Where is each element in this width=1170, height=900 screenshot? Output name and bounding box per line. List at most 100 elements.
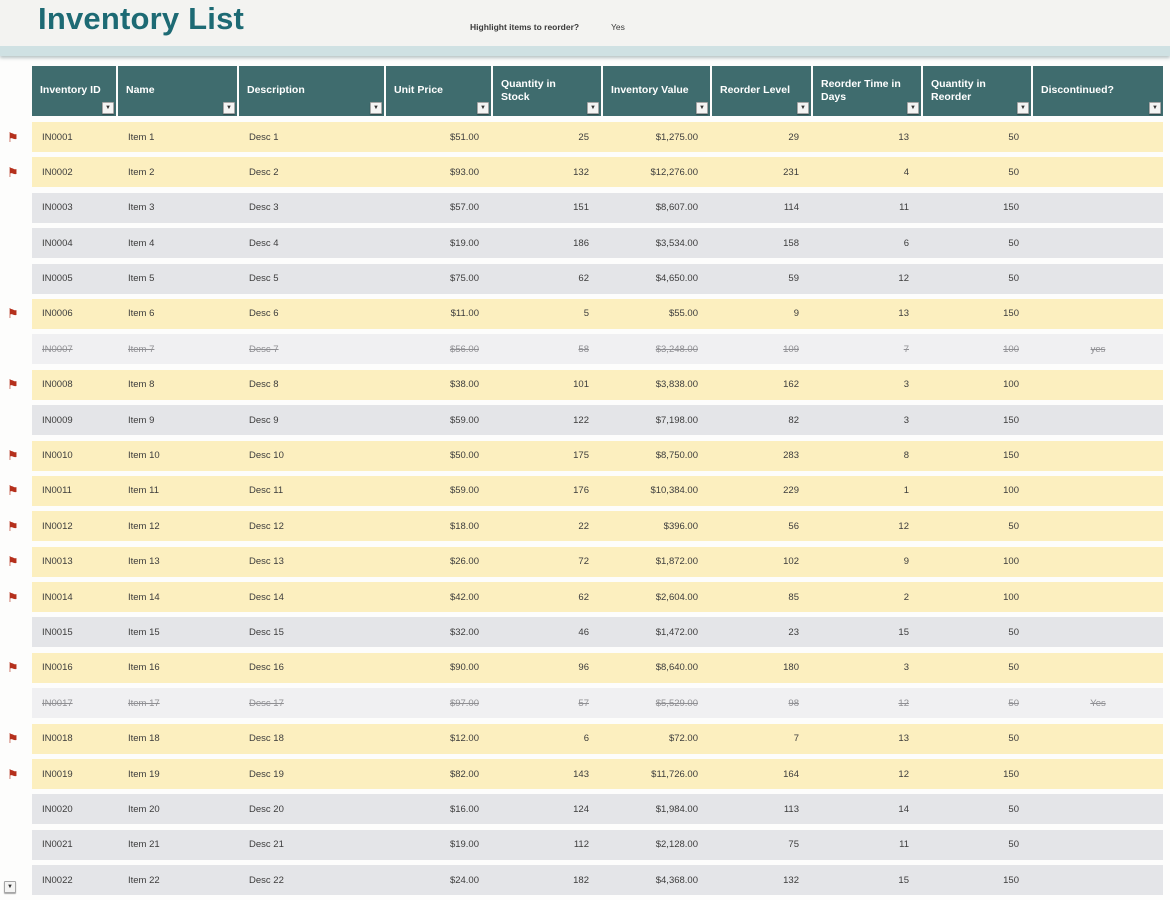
cell-name[interactable]: Item 11	[118, 485, 237, 496]
cell-price[interactable]: $42.00	[386, 592, 491, 603]
cell-desc[interactable]: Desc 5	[239, 273, 384, 284]
cell-reorder_qty[interactable]: 150	[923, 308, 1031, 319]
cell-name[interactable]: Item 21	[118, 839, 237, 850]
flag-column-filter-button[interactable]: ▼	[4, 881, 16, 893]
cell-value[interactable]: $1,275.00	[603, 132, 710, 143]
cell-value[interactable]: $2,128.00	[603, 839, 710, 850]
cell-price[interactable]: $90.00	[386, 662, 491, 673]
cell-level[interactable]: 283	[712, 450, 811, 461]
cell-price[interactable]: $75.00	[386, 273, 491, 284]
cell-time[interactable]: 15	[813, 627, 921, 638]
cell-time[interactable]: 9	[813, 556, 921, 567]
filter-button[interactable]: ▼	[797, 102, 809, 114]
cell-desc[interactable]: Desc 15	[239, 627, 384, 638]
cell-name[interactable]: Item 20	[118, 804, 237, 815]
cell-qty[interactable]: 122	[493, 415, 601, 426]
cell-qty[interactable]: 186	[493, 238, 601, 249]
cell-name[interactable]: Item 1	[118, 132, 237, 143]
cell-level[interactable]: 59	[712, 273, 811, 284]
cell-id[interactable]: IN0019	[32, 769, 116, 780]
cell-name[interactable]: Item 4	[118, 238, 237, 249]
cell-reorder_qty[interactable]: 50	[923, 698, 1031, 709]
cell-name[interactable]: Item 13	[118, 556, 237, 567]
cell-reorder_qty[interactable]: 150	[923, 875, 1031, 886]
cell-reorder_qty[interactable]: 50	[923, 167, 1031, 178]
cell-time[interactable]: 14	[813, 804, 921, 815]
cell-value[interactable]: $11,726.00	[603, 769, 710, 780]
cell-reorder_qty[interactable]: 100	[923, 556, 1031, 567]
cell-price[interactable]: $97.00	[386, 698, 491, 709]
cell-desc[interactable]: Desc 4	[239, 238, 384, 249]
cell-name[interactable]: Item 16	[118, 662, 237, 673]
cell-time[interactable]: 1	[813, 485, 921, 496]
cell-price[interactable]: $24.00	[386, 875, 491, 886]
cell-level[interactable]: 85	[712, 592, 811, 603]
filter-button[interactable]: ▼	[696, 102, 708, 114]
cell-name[interactable]: Item 19	[118, 769, 237, 780]
cell-id[interactable]: IN0010	[32, 450, 116, 461]
cell-price[interactable]: $50.00	[386, 450, 491, 461]
cell-reorder_qty[interactable]: 50	[923, 662, 1031, 673]
filter-button[interactable]: ▼	[907, 102, 919, 114]
cell-id[interactable]: IN0005	[32, 273, 116, 284]
cell-price[interactable]: $57.00	[386, 202, 491, 213]
cell-level[interactable]: 7	[712, 733, 811, 744]
cell-time[interactable]: 13	[813, 308, 921, 319]
cell-name[interactable]: Item 7	[118, 344, 237, 355]
cell-price[interactable]: $59.00	[386, 485, 491, 496]
cell-time[interactable]: 12	[813, 273, 921, 284]
cell-desc[interactable]: Desc 9	[239, 415, 384, 426]
filter-button[interactable]: ▼	[370, 102, 382, 114]
cell-price[interactable]: $93.00	[386, 167, 491, 178]
cell-price[interactable]: $26.00	[386, 556, 491, 567]
cell-name[interactable]: Item 9	[118, 415, 237, 426]
cell-qty[interactable]: 72	[493, 556, 601, 567]
cell-id[interactable]: IN0015	[32, 627, 116, 638]
cell-qty[interactable]: 143	[493, 769, 601, 780]
cell-qty[interactable]: 5	[493, 308, 601, 319]
cell-id[interactable]: IN0001	[32, 132, 116, 143]
cell-time[interactable]: 12	[813, 698, 921, 709]
cell-level[interactable]: 164	[712, 769, 811, 780]
cell-reorder_qty[interactable]: 50	[923, 273, 1031, 284]
cell-value[interactable]: $7,198.00	[603, 415, 710, 426]
cell-time[interactable]: 3	[813, 662, 921, 673]
cell-value[interactable]: $3,838.00	[603, 379, 710, 390]
cell-price[interactable]: $18.00	[386, 521, 491, 532]
cell-level[interactable]: 9	[712, 308, 811, 319]
cell-name[interactable]: Item 22	[118, 875, 237, 886]
cell-desc[interactable]: Desc 18	[239, 733, 384, 744]
cell-time[interactable]: 15	[813, 875, 921, 886]
cell-reorder_qty[interactable]: 100	[923, 344, 1031, 355]
cell-reorder_qty[interactable]: 150	[923, 769, 1031, 780]
cell-name[interactable]: Item 17	[118, 698, 237, 709]
cell-id[interactable]: IN0017	[32, 698, 116, 709]
cell-reorder_qty[interactable]: 50	[923, 238, 1031, 249]
cell-name[interactable]: Item 6	[118, 308, 237, 319]
cell-reorder_qty[interactable]: 50	[923, 521, 1031, 532]
cell-id[interactable]: IN0021	[32, 839, 116, 850]
cell-price[interactable]: $51.00	[386, 132, 491, 143]
cell-time[interactable]: 12	[813, 769, 921, 780]
cell-price[interactable]: $16.00	[386, 804, 491, 815]
cell-qty[interactable]: 57	[493, 698, 601, 709]
cell-level[interactable]: 82	[712, 415, 811, 426]
cell-value[interactable]: $4,650.00	[603, 273, 710, 284]
cell-level[interactable]: 98	[712, 698, 811, 709]
cell-desc[interactable]: Desc 12	[239, 521, 384, 532]
cell-desc[interactable]: Desc 16	[239, 662, 384, 673]
cell-value[interactable]: $3,534.00	[603, 238, 710, 249]
cell-qty[interactable]: 22	[493, 521, 601, 532]
cell-id[interactable]: IN0007	[32, 344, 116, 355]
cell-desc[interactable]: Desc 22	[239, 875, 384, 886]
cell-name[interactable]: Item 5	[118, 273, 237, 284]
cell-id[interactable]: IN0003	[32, 202, 116, 213]
cell-qty[interactable]: 124	[493, 804, 601, 815]
cell-value[interactable]: $72.00	[603, 733, 710, 744]
cell-price[interactable]: $38.00	[386, 379, 491, 390]
cell-desc[interactable]: Desc 7	[239, 344, 384, 355]
filter-button[interactable]: ▼	[477, 102, 489, 114]
cell-value[interactable]: $8,607.00	[603, 202, 710, 213]
cell-qty[interactable]: 101	[493, 379, 601, 390]
cell-price[interactable]: $56.00	[386, 344, 491, 355]
